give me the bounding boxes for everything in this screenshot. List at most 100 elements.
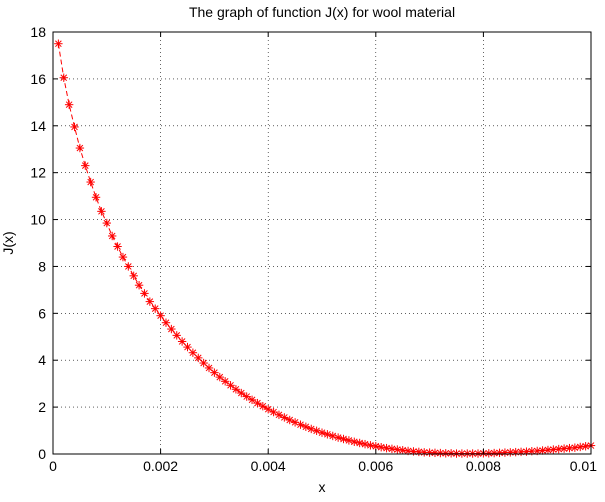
marker-stroke [442,449,450,457]
marker-stroke [270,408,277,416]
marker-stroke [151,305,159,312]
marker-stroke [377,443,385,451]
marker-stroke [168,325,175,333]
marker-stroke [178,338,186,345]
data-point-marker [204,363,214,373]
marker-stroke [297,421,304,429]
x-tick-label: 0 [49,458,57,474]
data-point-marker [129,271,138,281]
marker-stroke [404,447,412,455]
marker-stroke [313,427,320,435]
data-point-marker [484,449,493,458]
marker-stroke [103,219,111,227]
marker-stroke [291,419,299,426]
marker-stroke [576,443,584,451]
data-point-marker [210,368,219,377]
marker-stroke [275,411,283,419]
marker-stroke [71,123,78,131]
marker-stroke [528,447,536,455]
data-point-marker [317,428,327,437]
marker-stroke [81,162,89,169]
data-point-marker [199,358,208,368]
marker-stroke [566,444,573,452]
marker-stroke [135,281,143,289]
data-point-marker [151,304,160,313]
marker-stroke [92,193,100,201]
data-point-marker [70,122,79,132]
data-point-marker [102,218,111,228]
y-tick-label: 14 [30,118,46,134]
marker-stroke [221,377,229,385]
marker-stroke [388,445,396,453]
y-axis-label: J(x) [0,231,16,254]
data-point-marker [247,395,257,405]
marker-stroke [98,208,105,215]
data-point-marker [328,431,337,441]
data-point-marker [177,337,187,346]
marker-stroke [329,432,337,440]
marker-stroke [227,381,234,389]
x-tick-label: 0.006 [358,458,393,474]
marker-stroke [114,243,121,250]
marker-stroke [550,446,557,453]
data-point-marker [188,348,198,357]
x-tick-label: 0.002 [143,458,178,474]
marker-stroke [533,447,541,455]
data-point-marker [269,407,278,417]
marker-stroke [555,445,563,453]
marker-stroke [124,263,132,270]
marker-stroke [237,389,245,397]
marker-stroke [65,101,73,109]
marker-stroke [571,444,579,452]
data-point-marker [581,442,590,451]
data-point-marker [183,342,192,352]
marker-stroke [560,445,568,452]
data-point-marker [134,281,144,290]
data-point-marker [113,242,122,251]
marker-stroke [76,144,84,152]
series-layer [54,39,596,458]
marker-stroke [141,290,148,297]
marker-stroke [539,447,546,454]
data-point-marker [355,438,364,448]
marker-stroke [184,343,191,351]
data-point-marker [54,39,63,48]
data-point-marker [81,161,90,170]
data-point-marker [220,377,230,386]
chart-title: The graph of function J(x) for wool mate… [189,4,455,20]
marker-stroke [496,449,503,457]
data-point-marker [215,372,224,382]
y-tick-label: 16 [30,71,46,87]
y-tick-label: 18 [30,24,46,40]
marker-stroke [130,272,138,280]
grid-layer [53,32,591,454]
marker-stroke [501,449,509,456]
marker-stroke [544,446,552,454]
data-point-marker [75,143,85,153]
y-tick-label: 10 [30,212,46,228]
marker-stroke [243,393,251,400]
marker-stroke [194,354,202,362]
marker-stroke [173,332,181,339]
data-point-marker [97,207,106,216]
data-point-marker [91,193,101,202]
data-point-marker [323,430,332,439]
marker-stroke [205,364,213,372]
marker-stroke [146,298,154,305]
marker-stroke [372,442,380,450]
data-point-marker [161,318,171,327]
marker-stroke [60,74,68,82]
marker-stroke [431,449,439,457]
marker-stroke [157,312,164,320]
marker-stroke [302,423,310,431]
marker-stroke [281,414,288,421]
data-point-marker [570,443,580,452]
data-point-marker [231,385,241,394]
data-point-marker [387,444,397,454]
marker-stroke [162,319,170,327]
plot-frame [52,31,592,455]
marker-stroke [55,40,62,48]
marker-stroke [393,446,401,453]
marker-stroke [383,444,390,452]
